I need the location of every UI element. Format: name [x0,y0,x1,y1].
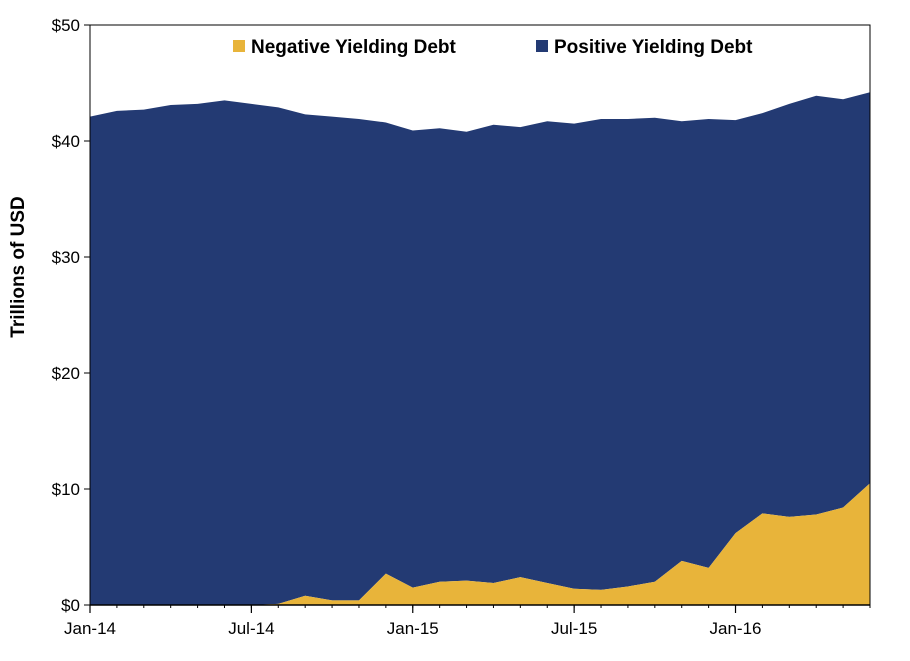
plot-areas [90,92,870,605]
legend-label-positive: Positive Yielding Debt [554,37,753,58]
legend-label-negative: Negative Yielding Debt [251,37,456,58]
legend-swatch-negative [233,40,245,52]
legend-swatch-positive [536,40,548,52]
x-tick-label: Jan-15 [387,619,439,638]
y-tick-label: $40 [52,132,80,151]
y-tick-label: $10 [52,480,80,499]
x-tick-label: Jan-16 [710,619,762,638]
y-tick-label: $20 [52,364,80,383]
x-tick-label: Jul-15 [551,619,597,638]
y-tick-label: $50 [52,16,80,35]
x-axis: Jan-14 Jul-14 Jan-15 Jul-15 Jan-16 [64,605,871,638]
y-tick-label: $0 [61,596,80,615]
y-axis-title: Trillions of USD [8,196,29,337]
x-tick-label: Jan-14 [64,619,116,638]
area-series-positive-yielding-debt [90,92,870,605]
area-series-negative-yielding-debt [90,483,870,605]
x-tick-label: Jul-14 [228,619,274,638]
legend: Negative Yielding Debt Positive Yielding… [233,37,753,58]
y-tick-label: $30 [52,248,80,267]
y-axis: $0 $10 $20 $30 $40 $50 [52,16,90,615]
